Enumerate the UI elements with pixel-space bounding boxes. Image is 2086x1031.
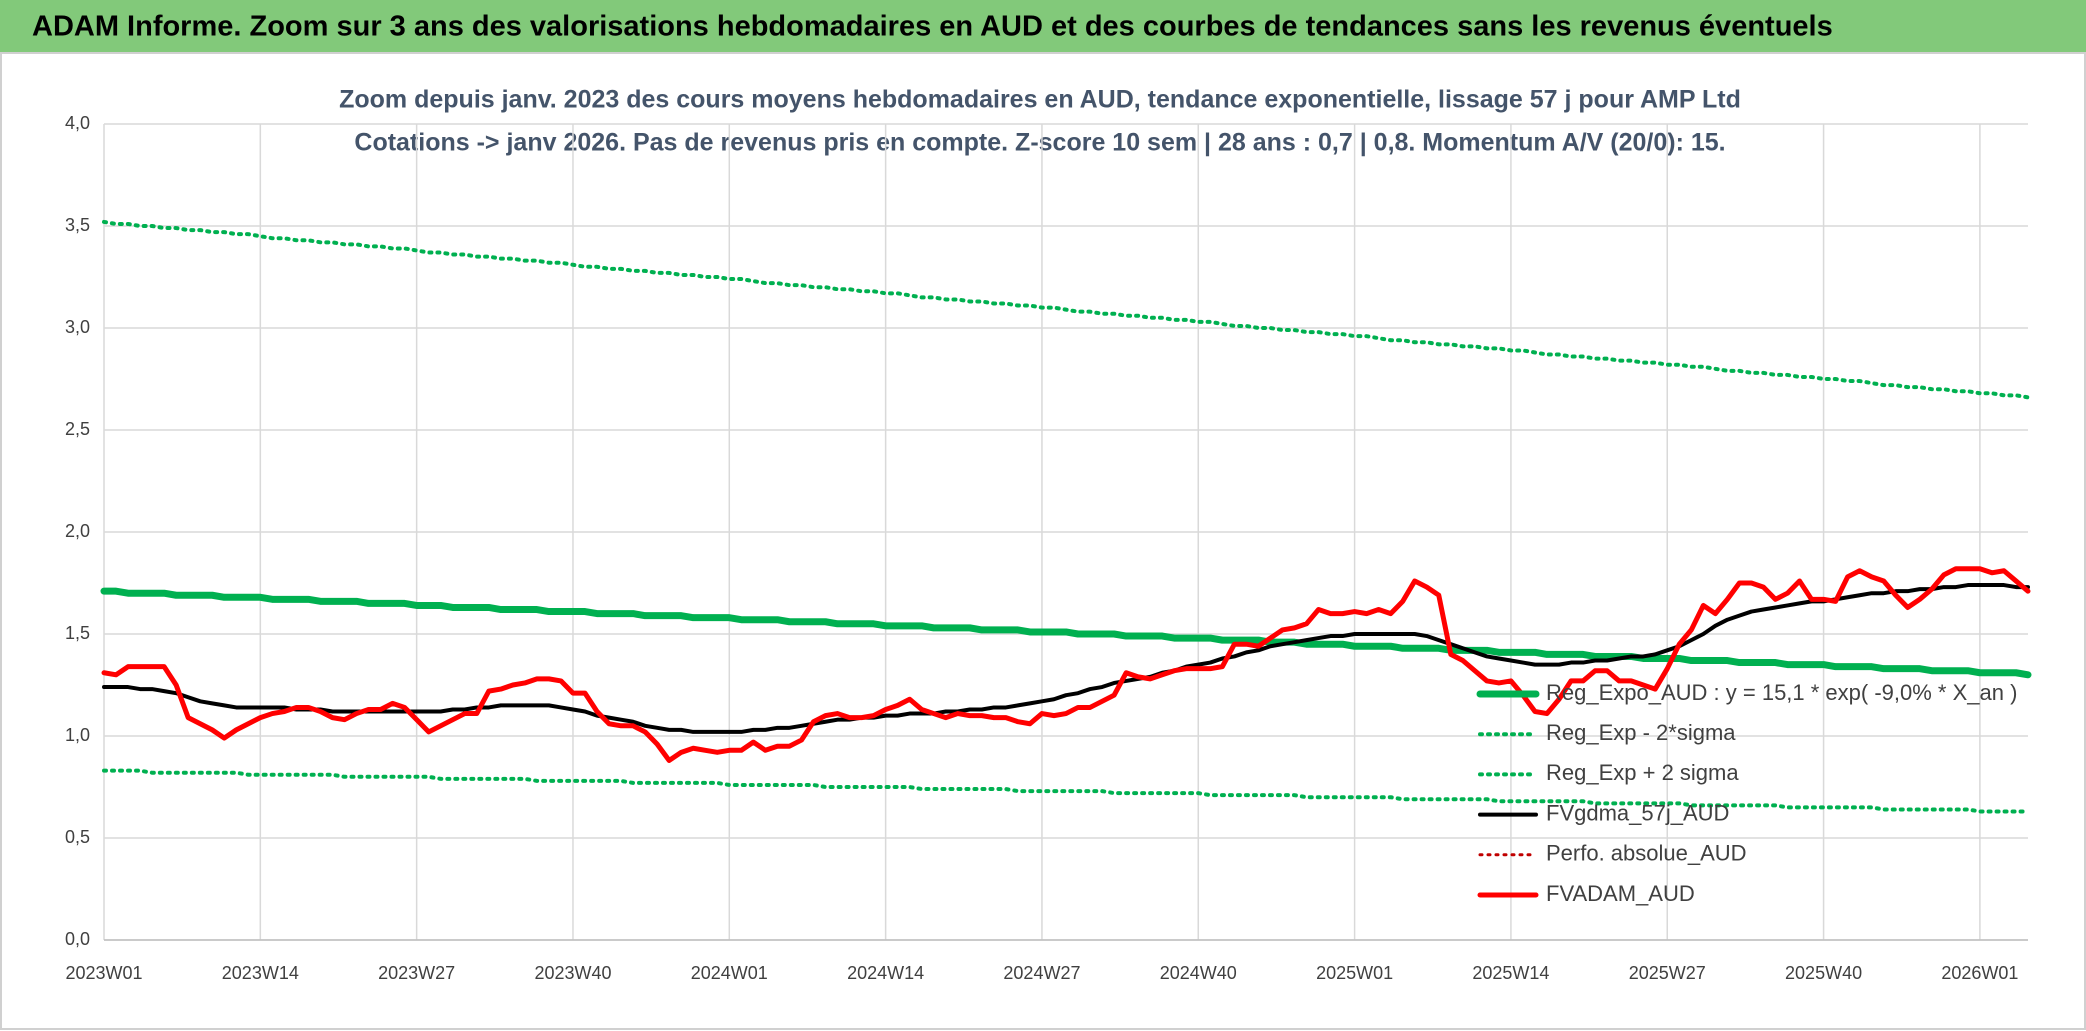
legend: Reg_Expo_AUD : y = 15,1 * exp( -9,0% * X… xyxy=(1476,680,2017,906)
y-tick-label: 2,0 xyxy=(65,521,90,541)
chart-frame xyxy=(0,52,2086,1030)
y-tick-label: 1,5 xyxy=(65,623,90,643)
x-tick-label: 2025W40 xyxy=(1785,963,1862,983)
legend-label: Reg_Exp - 2*sigma xyxy=(1546,720,1736,745)
chart-title: Zoom depuis janv. 2023 des cours moyens … xyxy=(339,86,1741,114)
chart-subtitle: Cotations -> janv 2026. Pas de revenus p… xyxy=(354,129,1725,157)
legend-label: Perfo. absolue_AUD xyxy=(1546,841,1747,866)
x-tick-label: 2024W27 xyxy=(1003,963,1080,983)
header-title: ADAM Informe. Zoom sur 3 ans des valoris… xyxy=(32,11,1833,43)
y-tick-label: 0,5 xyxy=(65,827,90,847)
y-tick-label: 3,5 xyxy=(65,215,90,235)
x-tick-label: 2024W14 xyxy=(847,963,924,983)
x-tick-label: 2025W27 xyxy=(1629,963,1706,983)
series-line xyxy=(102,219,2030,400)
legend-label: Reg_Exp + 2 sigma xyxy=(1546,760,1739,785)
x-tick-label: 2023W27 xyxy=(378,963,455,983)
legend-label: FVgdma_57j_AUD xyxy=(1546,800,1729,825)
series-line xyxy=(100,587,2032,679)
y-tick-label: 0,0 xyxy=(65,929,90,949)
header-bar xyxy=(0,0,2086,52)
x-tick-label: 2023W40 xyxy=(534,963,611,983)
legend-label: Reg_Expo_AUD : y = 15,1 * exp( -9,0% * X… xyxy=(1546,680,2017,705)
y-tick-label: 3,0 xyxy=(65,317,90,337)
series-line xyxy=(102,583,2030,734)
x-tick-label: 2025W01 xyxy=(1316,963,1393,983)
legend-label: FVADAM_AUD xyxy=(1546,881,1695,906)
axis-labels: 0,0 0,5 1,0 1,5 2,0 2,5 3,0 3,5 4,0 2023W01 2023W1… xyxy=(65,113,2018,983)
plot-lines xyxy=(100,219,2032,814)
x-tick-label: 2026W01 xyxy=(1941,963,2018,983)
grid xyxy=(103,123,2028,941)
series-line xyxy=(101,566,2031,763)
series-line xyxy=(102,768,2030,814)
x-tick-label: 2024W01 xyxy=(691,963,768,983)
x-tick-label: 2024W40 xyxy=(1160,963,1237,983)
x-tick-label: 2023W14 xyxy=(222,963,299,983)
x-tick-label: 2023W01 xyxy=(65,963,142,983)
y-tick-label: 4,0 xyxy=(65,113,90,133)
x-tick-label: 2025W14 xyxy=(1472,963,1549,983)
y-tick-label: 1,0 xyxy=(65,725,90,745)
y-tick-label: 2,5 xyxy=(65,419,90,439)
